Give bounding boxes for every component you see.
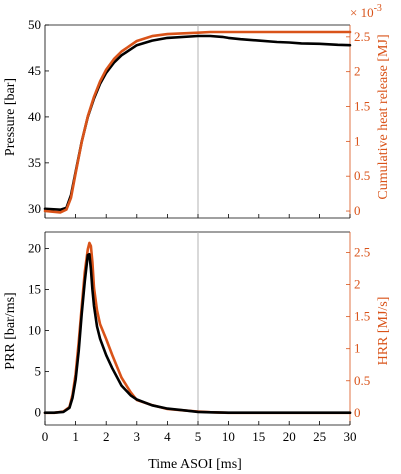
x-tick-label: 3	[134, 429, 141, 444]
x-axis-label: Time ASOI [ms]	[148, 457, 242, 472]
x-tick-label: 4	[164, 429, 171, 444]
panel-2-left-tick-label: 0	[35, 405, 42, 420]
panel-1-left-tick-label: 50	[28, 17, 41, 32]
pressure-axis-label: Pressure [bar]	[3, 78, 18, 156]
x-tick-label: 2	[103, 429, 110, 444]
panel-2-left-tick-label: 5	[35, 364, 42, 379]
heat-release-axis-label: Cumulative heat release [MJ]	[376, 34, 391, 199]
panel-2-right-tick-label: 1.5	[354, 309, 370, 324]
x-tick-label: 15	[252, 429, 265, 444]
x-tick-label: 5	[195, 429, 202, 444]
panel-1-left-tick-label: 45	[28, 63, 41, 78]
panel-1-right-tick-label: 2.5	[354, 29, 370, 44]
heat-release-series-line	[43, 30, 352, 214]
hrr-axis-label: HRR [MJ/s]	[376, 297, 391, 366]
panel-1-left-tick-label: 40	[28, 109, 41, 124]
exponent-label: × 10-3	[350, 3, 382, 20]
panel-1-right-tick-label: 1.5	[354, 99, 370, 114]
panel-2-left-tick-label: 20	[28, 240, 41, 255]
panel-1-left-tick-label: 30	[28, 201, 41, 216]
x-tick-label: 10	[222, 429, 235, 444]
x-tick-label: 1	[72, 429, 79, 444]
panel-2-left-tick-label: 15	[28, 281, 41, 296]
panel-2-right-tick-label: 1	[354, 341, 361, 356]
x-tick-label: 0	[42, 429, 49, 444]
panel-1-right-tick-label: 0.5	[354, 168, 370, 183]
panel-2-right-tick-label: 0	[354, 405, 361, 420]
panel-1-right-tick-label: 2	[354, 64, 361, 79]
panel-2-left-tick-label: 10	[28, 323, 41, 338]
prr-axis-label: PRR [bar/ms]	[3, 292, 18, 369]
x-tick-label: 20	[283, 429, 296, 444]
panel-1-left-tick-label: 35	[28, 155, 41, 170]
x-tick-label: 30	[344, 429, 357, 444]
panel-2-right-tick-label: 2.5	[354, 245, 370, 260]
panel-1-right-tick-label: 0	[354, 203, 361, 218]
panel-2-right-tick-label: 2	[354, 277, 361, 292]
panel-1-right-tick-label: 1	[354, 133, 361, 148]
prr-series-line	[43, 252, 352, 415]
x-tick-label: 25	[313, 429, 326, 444]
panel-2-right-tick-label: 0.5	[354, 373, 370, 388]
